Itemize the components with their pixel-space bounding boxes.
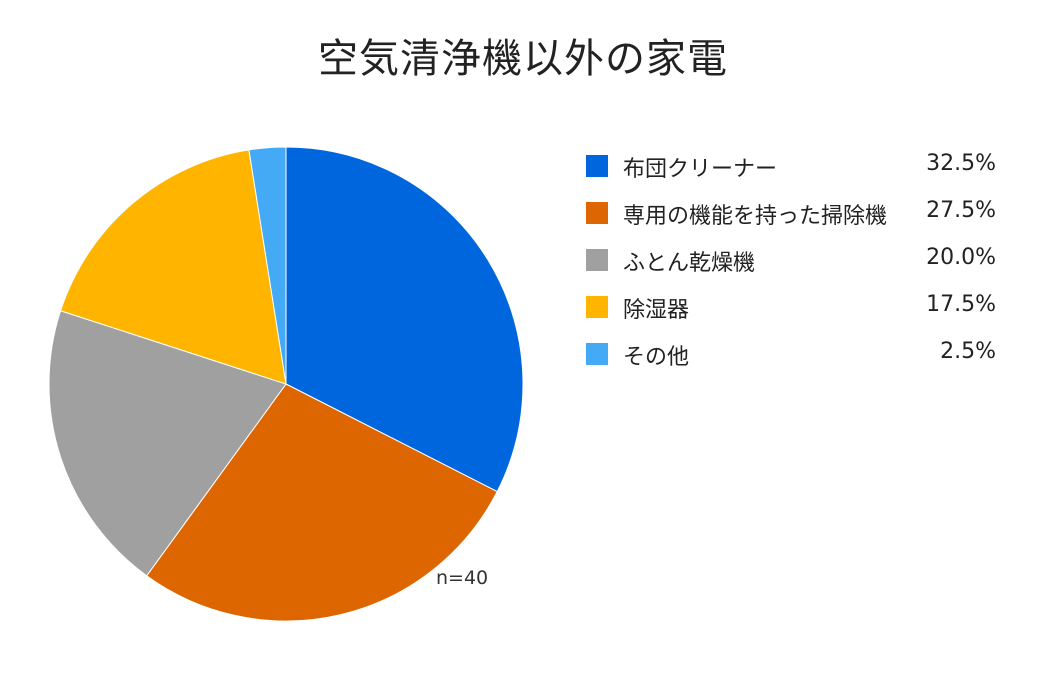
legend-item-other: その他 2.5% [586, 336, 996, 383]
sample-size-note: n=40 [436, 567, 489, 589]
pie-slice-4 [59, 149, 287, 385]
pie-slice-5 [248, 146, 287, 385]
legend-label: ふとん乾燥機 [623, 251, 756, 276]
legend: 布団クリーナー 32.5% 専用の機能を持った掃除機 27.5% ふとん乾燥機 … [586, 148, 996, 383]
legend-item-special-vacuum: 専用の機能を持った掃除機 27.5% [586, 195, 996, 242]
legend-label: 除湿器 [623, 298, 690, 323]
legend-item-futon-cleaner: 布団クリーナー 32.5% [586, 148, 996, 195]
legend-swatch [586, 343, 608, 365]
legend-label: 布団クリーナー [623, 157, 778, 182]
legend-item-dehumidifier: 除湿器 17.5% [586, 289, 996, 336]
chart-title: 空気清浄機以外の家電 [318, 36, 728, 82]
pie-slice-3 [48, 310, 287, 577]
legend-item-futon-dryer: ふとん乾燥機 20.0% [586, 242, 996, 289]
legend-value: 2.5% [940, 339, 996, 364]
legend-value: 27.5% [926, 198, 996, 223]
legend-swatch [586, 155, 608, 177]
legend-value: 32.5% [926, 151, 996, 176]
pie-slice-2 [145, 383, 498, 622]
legend-value: 17.5% [926, 292, 996, 317]
legend-swatch [586, 296, 608, 318]
pie-slice-1 [285, 146, 524, 493]
legend-swatch [586, 202, 608, 224]
legend-swatch [586, 249, 608, 271]
legend-value: 20.0% [926, 245, 996, 270]
legend-label: その他 [623, 345, 690, 370]
legend-label: 専用の機能を持った掃除機 [623, 204, 888, 229]
